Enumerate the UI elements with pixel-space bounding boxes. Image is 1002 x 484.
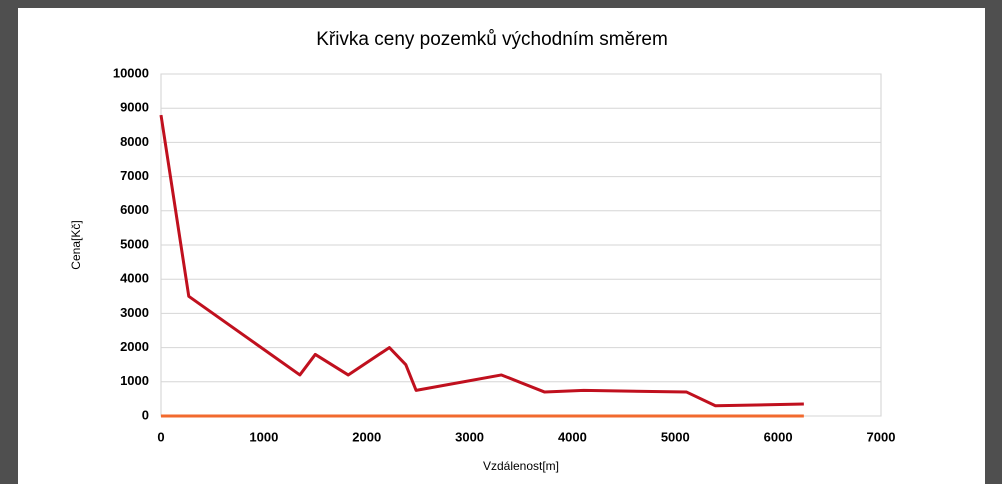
x-tick-label: 2000 (352, 429, 381, 444)
y-tick-label: 10000 (113, 65, 149, 80)
y-tick-label: 3000 (120, 305, 149, 320)
x-axis-label: Vzdálenost[m] (483, 459, 559, 473)
x-tick-label: 3000 (455, 429, 484, 444)
y-tick-label: 6000 (120, 202, 149, 217)
x-tick-label: 5000 (661, 429, 690, 444)
y-tick-label: 4000 (120, 271, 149, 286)
page (18, 8, 985, 484)
y-tick-label: 2000 (120, 339, 149, 354)
x-tick-label: 0 (157, 429, 164, 444)
x-tick-label: 6000 (764, 429, 793, 444)
y-tick-label: 5000 (120, 236, 149, 251)
data-line (159, 114, 804, 408)
y-axis-label: Cena[Kč] (69, 220, 83, 269)
y-tick-label: 9000 (120, 100, 149, 115)
y-tick-label: 8000 (120, 134, 149, 149)
chart-title: Křivka ceny pozemků východním směrem (316, 29, 668, 50)
x-tick-label: 1000 (249, 429, 278, 444)
x-tick-label: 4000 (558, 429, 587, 444)
y-tick-label: 1000 (120, 373, 149, 388)
y-tick-label: 0 (142, 407, 149, 422)
y-tick-label: 7000 (120, 168, 149, 183)
x-tick-label: 7000 (867, 429, 896, 444)
